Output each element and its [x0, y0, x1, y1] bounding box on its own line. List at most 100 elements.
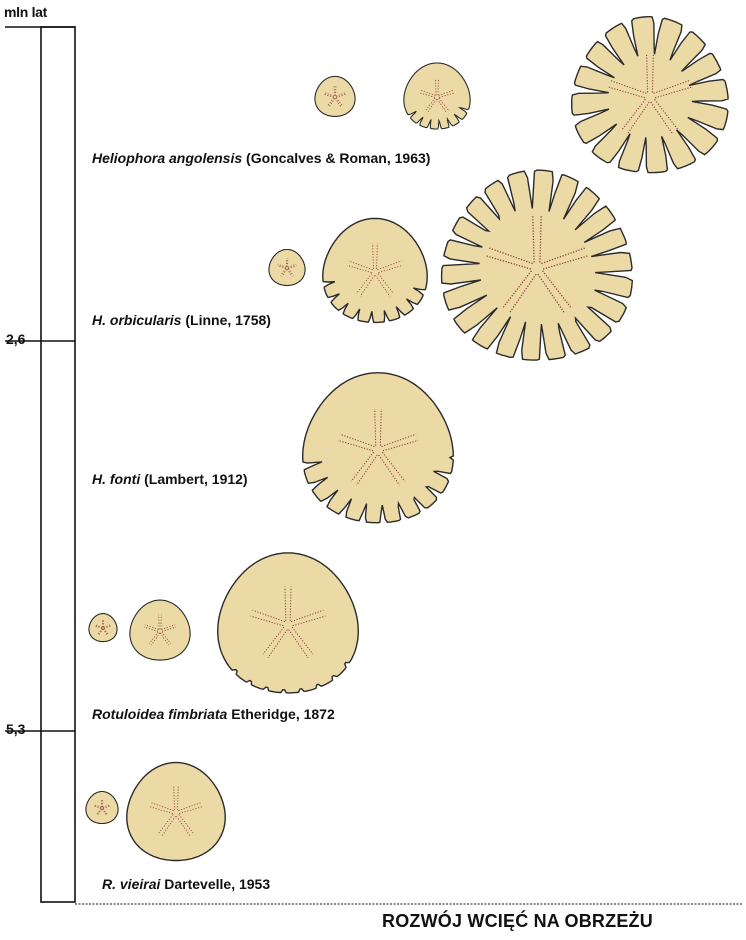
petal-line — [532, 215, 535, 263]
caption-h-orbicularis: H. orbicularis (Linne, 1758) — [92, 312, 271, 328]
petal-line — [650, 101, 673, 134]
fossil-vieirai-small — [85, 790, 119, 825]
fossil-outline — [129, 599, 191, 661]
petal-line — [161, 626, 177, 632]
petal-line — [374, 408, 377, 446]
time-column — [40, 26, 76, 903]
petal-line — [93, 804, 102, 808]
petal-line — [337, 439, 374, 452]
petal-line — [284, 586, 287, 621]
species-name: R. vieirai — [102, 876, 161, 892]
petal-line — [151, 632, 161, 646]
petal-line — [102, 628, 108, 635]
petal-line — [339, 433, 375, 447]
footer-title: ROZWÓJ WCIĘĆ NA OBRZEŻU — [382, 911, 653, 931]
petal-line — [179, 806, 203, 814]
petal-line — [537, 273, 565, 313]
species-name: H. fonti — [92, 471, 141, 487]
fossil-group — [85, 16, 729, 862]
tick-label-2-6: 2,6 — [6, 331, 26, 347]
petal-line — [627, 101, 650, 134]
petal-line — [143, 626, 159, 632]
petal-line — [509, 273, 537, 313]
petal-line — [103, 624, 111, 628]
petal-line — [289, 586, 292, 621]
petal-line — [150, 802, 174, 812]
petal-line — [541, 247, 586, 265]
fossil-outline — [217, 552, 359, 694]
petal-line — [101, 808, 107, 816]
fossil-angolensis-medium — [403, 62, 471, 130]
petal-line — [356, 454, 378, 486]
species-author: Etheridge, 1872 — [231, 706, 335, 722]
petal-line — [543, 255, 588, 270]
fossil-orbicularis-medium — [322, 217, 428, 324]
petal-line — [288, 629, 309, 659]
petal-line — [646, 54, 649, 93]
fossil-outline — [268, 248, 306, 287]
fossil-outline — [126, 761, 226, 862]
petal-line — [267, 629, 288, 659]
petal-line — [621, 98, 646, 130]
petal-line — [149, 806, 173, 814]
petal-line — [486, 255, 531, 270]
caption-heliophora-angolensis: Heliophora angolensis (Goncalves & Roman… — [92, 150, 430, 166]
petal-line — [161, 631, 172, 644]
tick-label-5-3: 5,3 — [6, 721, 26, 737]
caption-h-fonti: H. fonti (Lambert, 1912) — [92, 471, 248, 487]
fossil-orbicularis-small — [268, 248, 306, 287]
petal-line — [178, 802, 202, 812]
fossil-fonti — [302, 372, 455, 524]
petal-line — [161, 815, 176, 837]
petal-line — [176, 815, 191, 837]
fossil-fimbriata-medium — [129, 599, 191, 661]
petal-line — [382, 439, 419, 452]
fossil-outline — [440, 169, 634, 361]
petal-line — [173, 786, 175, 811]
axis-unit-label: mln lat — [4, 4, 48, 20]
petal-line — [159, 632, 169, 646]
petal-line — [291, 609, 324, 623]
petal-line — [98, 628, 104, 635]
petal-line — [95, 624, 103, 628]
petal-line — [177, 786, 179, 811]
fossil-orbicularis-large — [440, 169, 634, 361]
species-author: Dartevelle, 1953 — [164, 876, 271, 892]
petal-line — [502, 270, 532, 309]
petal-line — [379, 408, 382, 446]
fossil-outline — [85, 790, 119, 825]
petal-line — [103, 628, 109, 635]
petal-line — [97, 808, 103, 816]
fossil-fimbriata-large — [217, 552, 359, 694]
petal-line — [262, 626, 285, 655]
caption-rotuloidea-fimbriata: Rotuloidea fimbriata Etheridge, 1872 — [92, 706, 335, 722]
petal-line — [381, 451, 406, 482]
petal-line — [350, 451, 375, 482]
fossil-angolensis-small — [314, 75, 356, 117]
species-author: (Goncalves & Roman, 1963) — [246, 150, 431, 166]
petal-line — [292, 615, 326, 627]
petal-line — [102, 805, 111, 809]
petal-line — [542, 270, 572, 309]
petal-line — [539, 215, 542, 263]
petal-line — [653, 79, 690, 94]
fossil-outline — [302, 372, 455, 524]
caption-r-vieirai: R. vieirai Dartevelle, 1953 — [102, 876, 270, 892]
petal-line — [95, 625, 103, 629]
species-name: Heliophora angolensis — [92, 150, 243, 166]
petal-line — [654, 86, 692, 99]
petal-line — [250, 615, 284, 627]
species-name: Rotuloidea fimbriata — [92, 706, 228, 722]
species-name: H. orbicularis — [92, 312, 182, 328]
fossil-outline — [88, 613, 118, 643]
petal-line — [102, 804, 111, 808]
petal-line — [291, 626, 314, 655]
petal-line — [488, 247, 533, 265]
species-author: (Linne, 1758) — [185, 312, 271, 328]
petal-line — [381, 433, 417, 447]
fossil-vieirai-large — [126, 761, 226, 862]
petal-line — [148, 631, 159, 644]
petal-line — [252, 609, 285, 623]
petal-line — [158, 814, 174, 834]
